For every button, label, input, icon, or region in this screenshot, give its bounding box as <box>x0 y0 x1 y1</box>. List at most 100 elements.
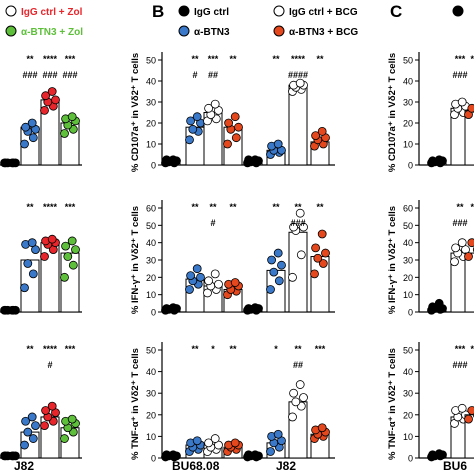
panel-b-row2-g1-point-1-2-4 <box>289 388 299 398</box>
legend-a-marker-2 <box>5 25 17 37</box>
legend-b-marker-2 <box>273 5 285 17</box>
panel-b-row1-g1-point-1-2-5 <box>295 208 305 218</box>
panel-c-row1-y-tick-label-1: 10 <box>403 290 413 300</box>
legend-c-marker <box>452 5 464 17</box>
panel-b-row2-g1-bar-1-2 <box>288 401 308 459</box>
panel-a-row1-point-3-2 <box>63 252 73 261</box>
panel-b-row2-g1-point-1-0-5 <box>250 450 260 460</box>
panel-b-row2-g0-sig-star-1: ** <box>191 344 199 354</box>
panel-c-row2-sig-star-1: *** <box>455 344 466 354</box>
panel-c-row1-y-tick-label-4: 40 <box>403 238 413 248</box>
panel-b-row0-g0-sig-star-3: ** <box>229 54 237 64</box>
panel-b-row0-g0-point-0-1-5 <box>192 112 202 122</box>
panel-a-row0-sig-star-2: **** <box>43 54 58 64</box>
panel-c-row0-y-tick-label-0: 0 <box>408 161 413 171</box>
panel-b-row2-g0-point-0-2-4 <box>204 438 214 448</box>
panel-c-row1-y-axis-label: % IFN-γ⁺ in Vδ2⁺ T cells <box>387 206 398 314</box>
panel-a-row2-sig-star-3: *** <box>65 344 76 354</box>
panel-b-row1-y-tick-label-5: 50 <box>146 221 156 231</box>
panel-b-row1-g0-point-0-1-4 <box>186 271 196 281</box>
panel-c-row0-point-1-5 <box>457 97 467 107</box>
panel-a-row0-point-2-0 <box>40 106 49 115</box>
panel-b-row1-g1-point-1-1-2 <box>269 267 279 277</box>
panel-b-row2-g1-point-1-2-2 <box>291 397 301 407</box>
panel-b-row1-g1-point-1-3-4 <box>311 243 321 253</box>
panel-a-row1-point-3-5 <box>67 236 77 246</box>
panel-b-row0-g1-sig-hash-2: #### <box>288 70 308 80</box>
x-group-label-b2: J82 <box>276 459 296 473</box>
panel-a-row0-point-2-5 <box>47 87 57 96</box>
panel-b-row1-y-axis-label: % IFN-γ⁺ in Vδ2⁺ T cells <box>130 206 141 314</box>
panel-b-row1-g1-sig-star-2: ** <box>294 202 302 212</box>
panel-a-row0-sig-hash-2: ### <box>42 70 57 80</box>
panel-b-row1-g0-point-0-1-3 <box>196 272 205 282</box>
panel-b-row2-g0-point-0-1-5 <box>192 436 202 446</box>
legend-b-label-4: α-BTN3 + BCG <box>289 27 358 38</box>
legend-b-marker-3 <box>178 25 190 37</box>
panel-c-row2-point-1-5 <box>457 403 467 413</box>
panel-a-row2-point-1-1 <box>28 434 38 443</box>
panel-a-row2-point-3-0 <box>60 434 69 443</box>
panel-b-row1-y-tick-label-1: 10 <box>146 290 156 300</box>
panel-c-row1-point-1-4 <box>451 243 461 253</box>
panel-c-row1-sig-hash-1: ### <box>452 218 467 228</box>
panel-b-row1-y-tick-label-3: 30 <box>146 256 156 266</box>
legend-b-label-2: IgG ctrl + BCG <box>289 7 358 18</box>
panel-b-row2-g1-sig-hash-2: ## <box>293 360 303 370</box>
panel-c-row1-y-tick-label-5: 50 <box>403 221 413 231</box>
panel-b-row0-g0-point-0-3-4 <box>224 118 234 128</box>
panel-c-row1-sig-star-2: ** <box>470 202 474 212</box>
legend-b-marker-1 <box>178 5 190 17</box>
panel-c-row1-point-1-5 <box>457 238 467 248</box>
panel-b-row0-g0-point-0-1-4 <box>186 116 196 126</box>
panel-c-row0-y-tick-label-2: 20 <box>403 119 413 129</box>
panel-a-row0-point-3-0 <box>60 129 69 138</box>
panel-b-row0-g0-sig-star-2: *** <box>208 54 219 64</box>
panel-b-row0-g0-point-0-3-0 <box>223 139 232 149</box>
panel-b-row2-g0-point-0-3-5 <box>230 438 240 448</box>
panel-b-row1-g0-sig-hash-2: # <box>210 218 215 228</box>
panel-b-row1-g1-point-1-3-1 <box>318 259 328 268</box>
panel-b-row2-y-axis-label: % TNF-α⁺ in Vδ2⁺ T cells <box>130 348 141 460</box>
panel-a-row1-point-3-3 <box>71 245 80 255</box>
panel-b-row2-g1-point-1-2-5 <box>295 380 305 389</box>
panel-b-row1-g1-bar-1-2 <box>288 231 308 313</box>
panel-a-row0-point-1-0 <box>20 139 29 149</box>
panel-b-row2-g1-sig-star-1: * <box>274 344 278 354</box>
panel-a-row0-point-3-5 <box>67 112 77 122</box>
panel-b-row0-g1-point-1-3-5 <box>317 126 327 136</box>
panel-b-row2-y-tick-label-5: 50 <box>146 346 156 356</box>
panel-b-row0-g0-point-0-2-5 <box>210 99 220 109</box>
panel-c-row2-point-2-0 <box>464 414 473 424</box>
panel-b-row1-g0-sig-star-2: ** <box>209 202 217 212</box>
panel-b-row1-g1-point-1-2-4 <box>289 222 299 232</box>
panel-b-row0-y-tick-label-0: 0 <box>151 161 156 171</box>
panel-a-row0-point-2-4 <box>41 91 50 101</box>
panel-b-row1-g0-point-0-2-0 <box>203 288 212 298</box>
panel-b-row2-g1-sig-star-2: ** <box>294 344 302 354</box>
panel-a-row2-sig-star-2: **** <box>43 344 58 354</box>
panel-letter-b: B <box>152 2 164 21</box>
panel-b-row1-y-tick-label-2: 20 <box>146 273 156 283</box>
panel-b-row2-g0-point-0-0-5 <box>168 450 178 460</box>
panel-b-row2-g1-point-1-1-0 <box>266 447 275 456</box>
legend-b-label-1: IgG ctrl <box>194 7 229 18</box>
panel-c-row2-y-tick-label-3: 30 <box>403 389 413 399</box>
panel-c-row0-y-tick-label-1: 10 <box>403 140 413 150</box>
panel-a-row2-point-1-0 <box>20 440 29 450</box>
x-group-label-c: BU6 <box>443 459 467 473</box>
panel-b-row2-g0-sig-star-3: ** <box>229 344 237 354</box>
panel-b-row1-g1-point-1-1-3 <box>277 260 286 270</box>
panel-c-row0-y-tick-label-3: 30 <box>403 98 413 108</box>
panel-b-row0-g1-sig-star-3: ** <box>316 54 324 64</box>
panel-b-row0-y-tick-label-5: 50 <box>146 56 156 66</box>
panel-c-row0-sig-star-2: ** <box>470 54 474 64</box>
panel-b-row1-g0-point-0-0-5 <box>168 303 178 313</box>
panel-b-row1-g1-point-1-1-4 <box>267 255 277 265</box>
panel-a-row0-point-2-3 <box>51 95 60 105</box>
panel-b-row1-g0-point-0-1-5 <box>192 264 202 274</box>
legend-a-label-1: IgG ctrl + Zol <box>21 7 83 18</box>
panel-b-row1-g0-point-0-2-4 <box>204 276 214 286</box>
panel-c-row2-y-tick-label-4: 40 <box>403 367 413 377</box>
panel-c-row0-y-axis-label: % CD107a⁺ in Vδ2⁺ T cells <box>387 53 398 172</box>
